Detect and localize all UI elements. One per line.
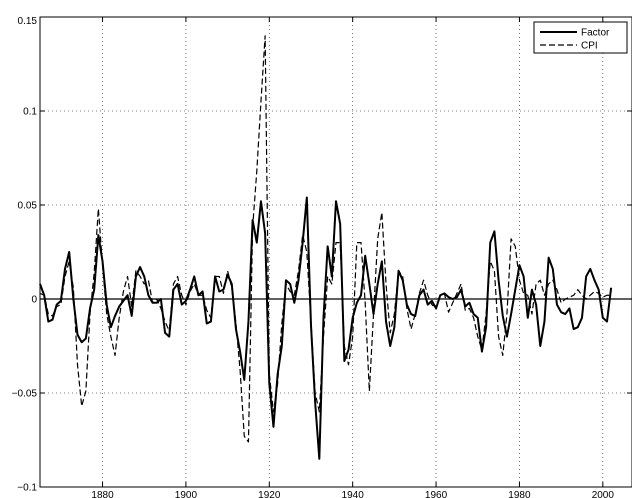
x-tick-label: 1900 [175, 490, 198, 498]
legend-box [533, 21, 628, 54]
plot-frame [39, 16, 632, 488]
legend-factor-label: Factor [581, 28, 610, 39]
x-tick-label: 1880 [91, 490, 114, 498]
y-tick-label: 0.15 [18, 16, 38, 27]
series-layer [39, 35, 613, 460]
plot-background [40, 17, 632, 487]
legend-cpi-label: CPI [581, 41, 598, 52]
x-tick-label: 2000 [592, 490, 615, 498]
y-tick-label: 0.05 [18, 201, 38, 212]
series-line-cpi [39, 35, 612, 443]
y-tick-label: −0.1 [17, 483, 37, 494]
y-tick-label: −0.05 [12, 389, 38, 400]
series-line-factor [39, 196, 613, 460]
y-tick-label: 0.1 [23, 107, 37, 118]
x-tick-label: 1980 [508, 490, 531, 498]
legend: Factor CPI [533, 21, 628, 54]
axis-ticks: 1880 1900 1920 1940 1960 1980 2000 −0.1 −0.05 0 0.… [12, 16, 632, 498]
x-tick-label: 1920 [258, 490, 281, 498]
y-tick-label: 0 [31, 295, 37, 306]
x-tick-label: 1940 [342, 490, 365, 498]
x-tick-label: 1960 [425, 490, 448, 498]
